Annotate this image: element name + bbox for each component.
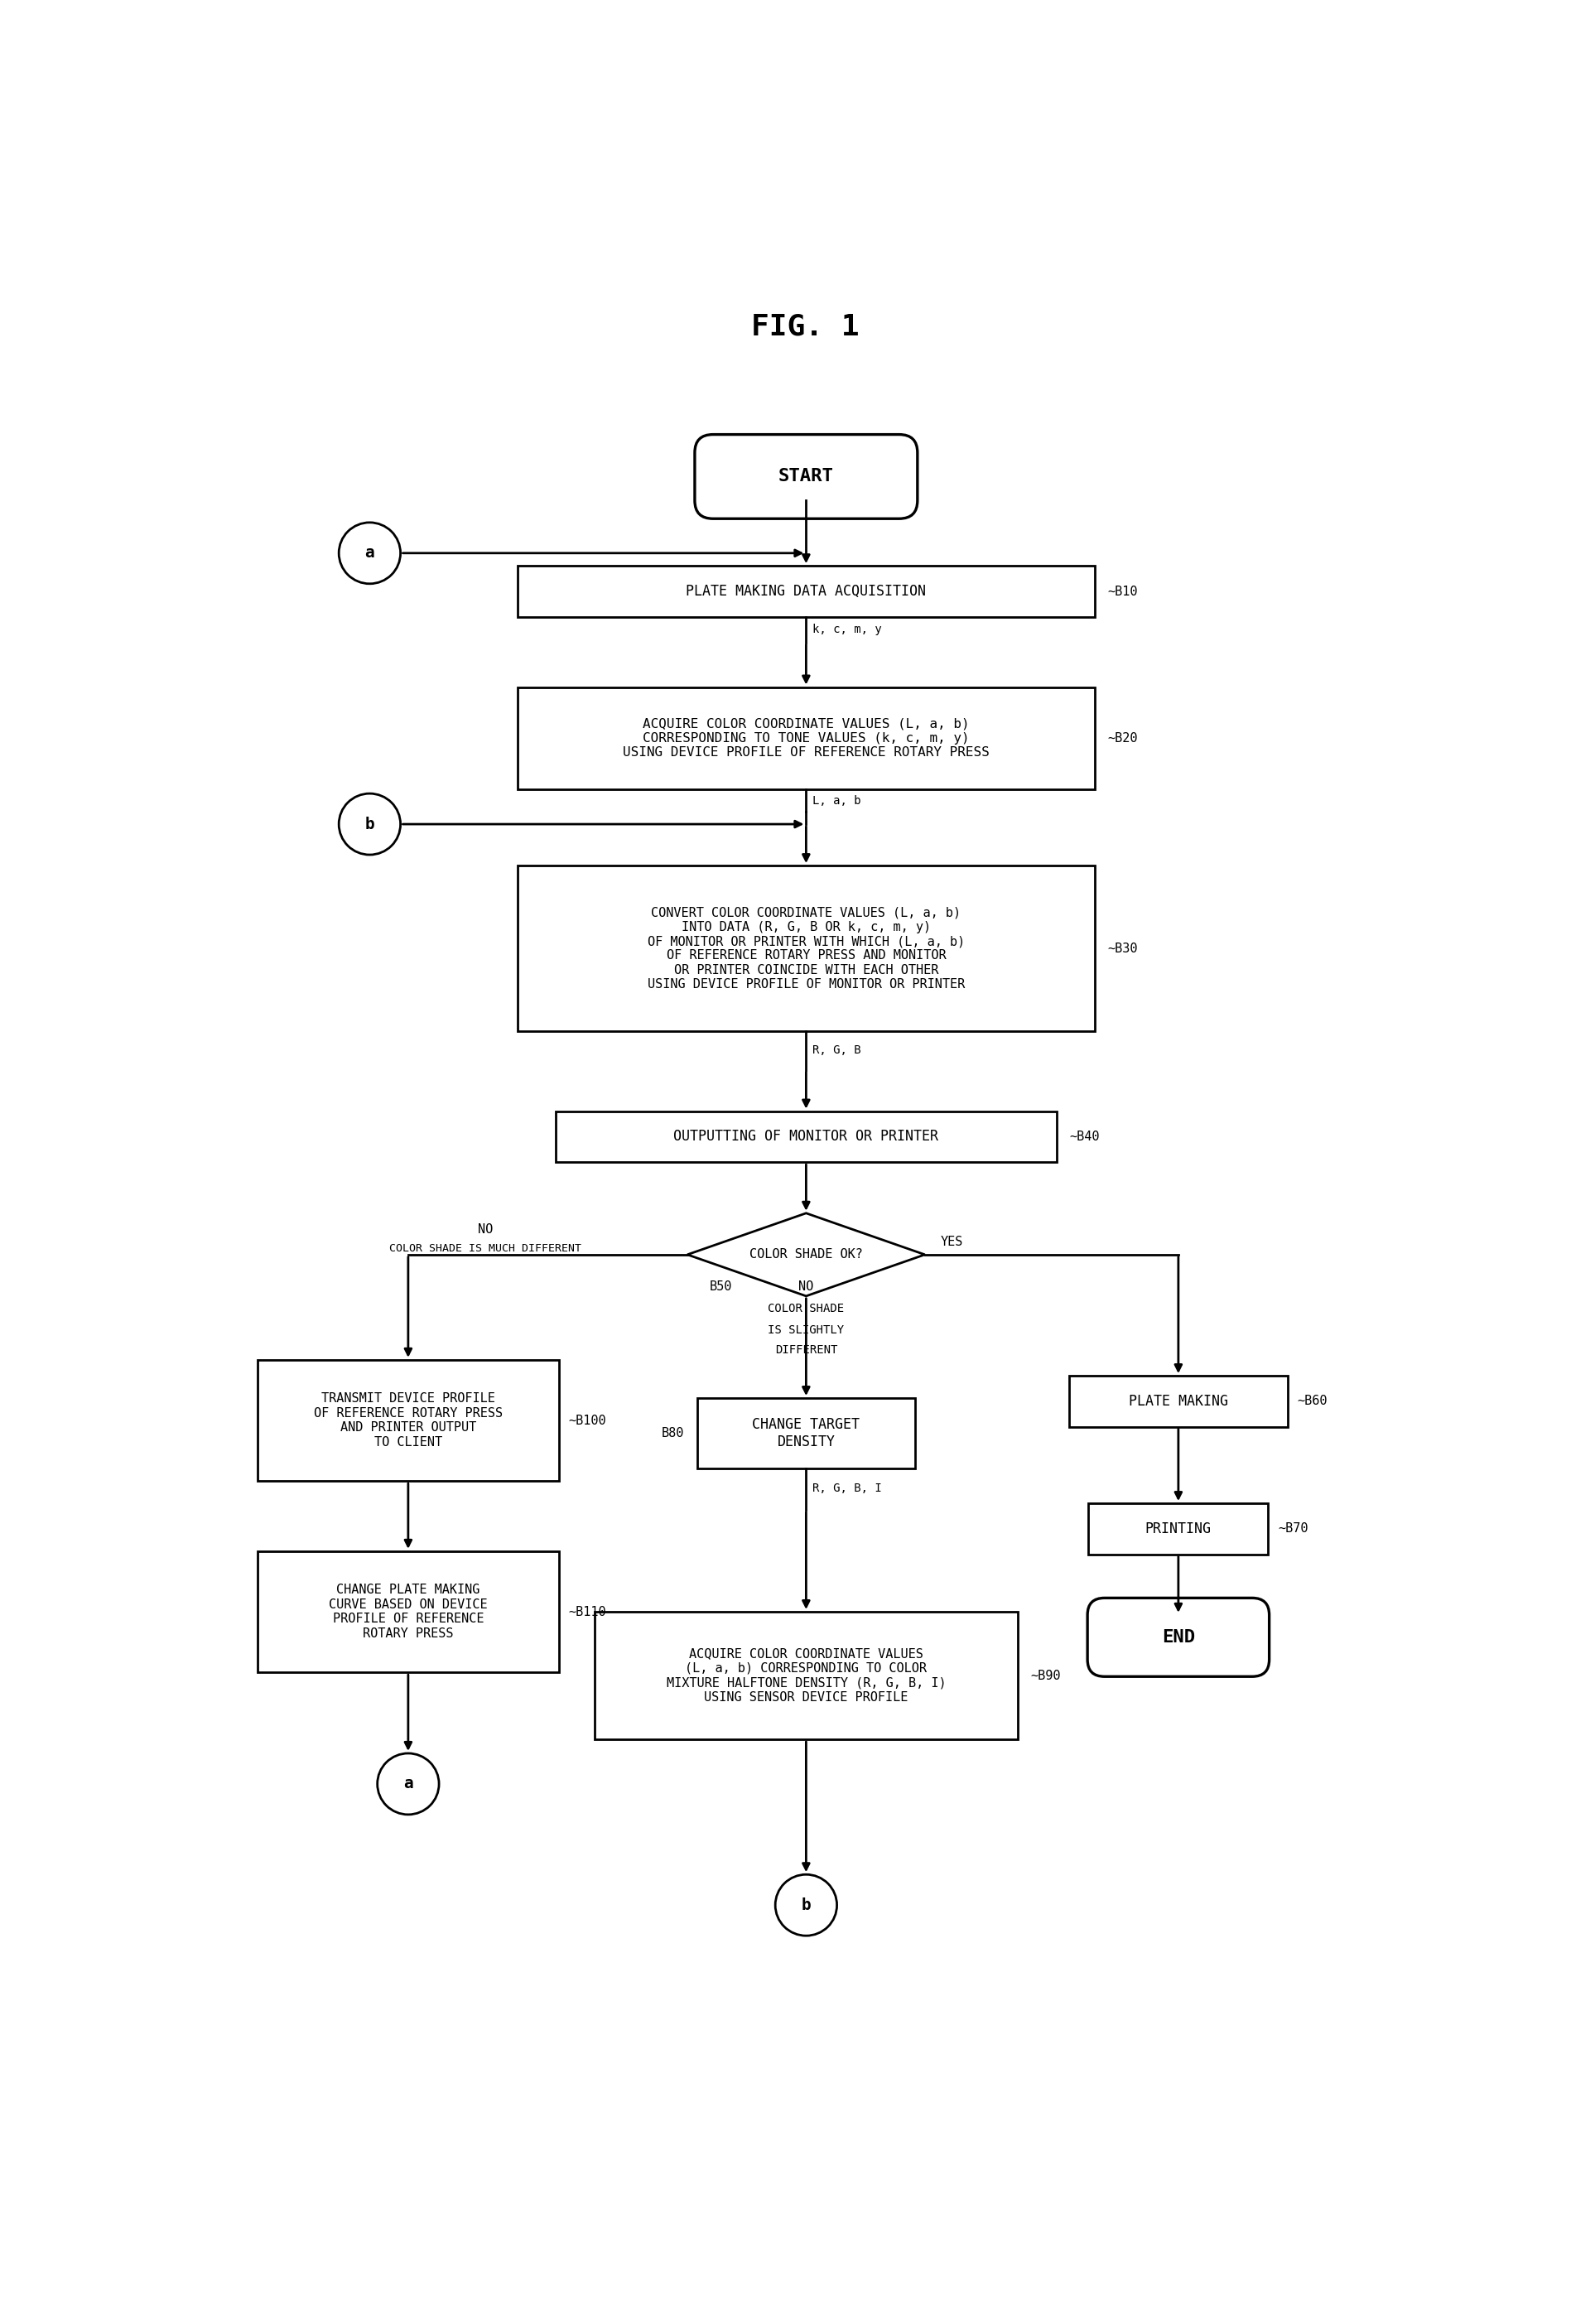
Text: ACQUIRE COLOR COORDINATE VALUES
(L, a, b) CORRESPONDING TO COLOR
MIXTURE HALFTON: ACQUIRE COLOR COORDINATE VALUES (L, a, b… <box>666 1648 946 1703</box>
Text: START: START <box>778 469 834 486</box>
Text: B80: B80 <box>661 1427 683 1439</box>
Circle shape <box>377 1752 438 1815</box>
Circle shape <box>776 1875 837 1936</box>
Circle shape <box>339 523 401 583</box>
Text: COLOR SHADE IS MUCH DIFFERENT: COLOR SHADE IS MUCH DIFFERENT <box>390 1243 581 1253</box>
Text: ~B90: ~B90 <box>1031 1669 1060 1683</box>
Text: ~B20: ~B20 <box>1108 732 1137 744</box>
FancyBboxPatch shape <box>1070 1376 1288 1427</box>
Text: FIG. 1: FIG. 1 <box>751 314 859 342</box>
FancyBboxPatch shape <box>258 1360 559 1480</box>
Text: DIFFERENT: DIFFERENT <box>775 1346 837 1357</box>
Text: NO: NO <box>478 1222 493 1236</box>
Text: TRANSMIT DEVICE PROFILE
OF REFERENCE ROTARY PRESS
AND PRINTER OUTPUT
TO CLIENT: TRANSMIT DEVICE PROFILE OF REFERENCE ROT… <box>314 1392 503 1448</box>
FancyBboxPatch shape <box>517 865 1095 1032</box>
Text: PRINTING: PRINTING <box>1145 1522 1211 1536</box>
Text: ~B70: ~B70 <box>1277 1522 1309 1536</box>
Text: OUTPUTTING OF MONITOR OR PRINTER: OUTPUTTING OF MONITOR OR PRINTER <box>674 1129 938 1143</box>
FancyBboxPatch shape <box>258 1550 559 1673</box>
Text: ~B110: ~B110 <box>569 1606 606 1618</box>
Text: ~B30: ~B30 <box>1108 941 1137 955</box>
Text: R, G, B, I: R, G, B, I <box>812 1483 881 1494</box>
Polygon shape <box>688 1213 925 1297</box>
Text: END: END <box>1161 1629 1196 1645</box>
Text: IS SLIGHTLY: IS SLIGHTLY <box>768 1325 844 1336</box>
Text: a: a <box>404 1776 413 1792</box>
Text: a: a <box>364 546 374 560</box>
Text: COLOR SHADE OK?: COLOR SHADE OK? <box>749 1248 862 1262</box>
Text: NO: NO <box>798 1281 814 1292</box>
Text: ~B40: ~B40 <box>1070 1129 1100 1143</box>
FancyBboxPatch shape <box>517 565 1095 616</box>
Text: b: b <box>801 1896 811 1913</box>
FancyBboxPatch shape <box>698 1399 916 1469</box>
Text: ~B100: ~B100 <box>569 1415 606 1427</box>
Text: PLATE MAKING: PLATE MAKING <box>1128 1394 1229 1408</box>
Text: CHANGE PLATE MAKING
CURVE BASED ON DEVICE
PROFILE OF REFERENCE
ROTARY PRESS: CHANGE PLATE MAKING CURVE BASED ON DEVIC… <box>328 1585 487 1638</box>
FancyBboxPatch shape <box>517 688 1095 790</box>
FancyBboxPatch shape <box>556 1111 1056 1162</box>
FancyBboxPatch shape <box>694 435 917 518</box>
FancyBboxPatch shape <box>1089 1504 1268 1555</box>
Text: COLOR SHADE: COLOR SHADE <box>768 1304 844 1315</box>
Text: ACQUIRE COLOR COORDINATE VALUES (L, a, b)
CORRESPONDING TO TONE VALUES (k, c, m,: ACQUIRE COLOR COORDINATE VALUES (L, a, b… <box>622 718 990 758</box>
Text: CHANGE TARGET
DENSITY: CHANGE TARGET DENSITY <box>753 1418 859 1450</box>
Text: CONVERT COLOR COORDINATE VALUES (L, a, b)
INTO DATA (R, G, B OR k, c, m, y)
OF M: CONVERT COLOR COORDINATE VALUES (L, a, b… <box>647 906 965 990</box>
Text: R, G, B: R, G, B <box>812 1046 861 1057</box>
Text: k, c, m, y: k, c, m, y <box>812 623 881 634</box>
Text: ~B10: ~B10 <box>1108 586 1137 597</box>
Text: YES: YES <box>941 1236 963 1248</box>
Text: b: b <box>364 816 374 832</box>
FancyBboxPatch shape <box>594 1613 1018 1738</box>
Circle shape <box>339 792 401 855</box>
Text: ~B60: ~B60 <box>1298 1394 1327 1408</box>
Text: PLATE MAKING DATA ACQUISITION: PLATE MAKING DATA ACQUISITION <box>687 583 927 600</box>
Text: B50: B50 <box>710 1281 732 1292</box>
Text: L, a, b: L, a, b <box>812 795 861 806</box>
FancyBboxPatch shape <box>1087 1599 1269 1676</box>
